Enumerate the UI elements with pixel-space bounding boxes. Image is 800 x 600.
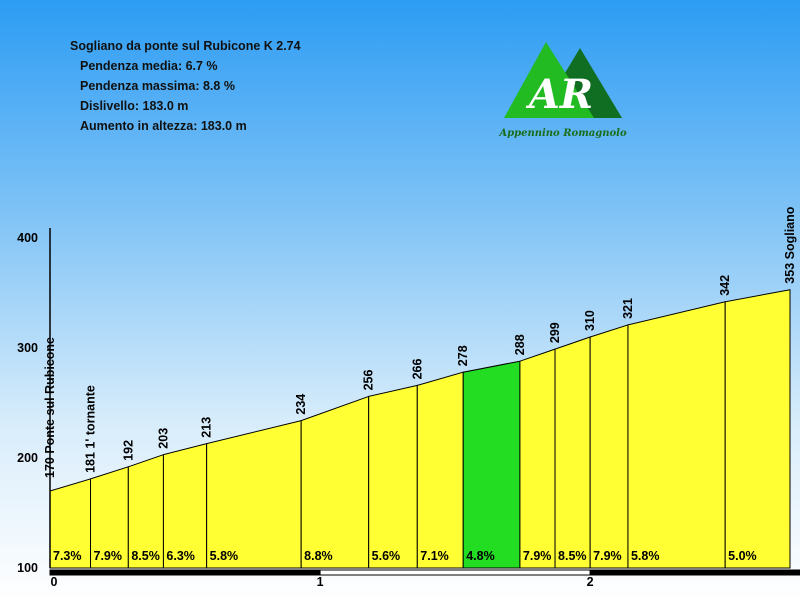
elevation-point-label: 299 xyxy=(548,322,562,343)
elevation-point-label: 342 xyxy=(718,275,732,296)
segment-gradient-label: 7.9% xyxy=(94,549,123,563)
profile-segment xyxy=(416,371,464,569)
profile-segment xyxy=(206,419,302,569)
elevation-point-label: 266 xyxy=(410,358,424,379)
logo-letters: AR xyxy=(525,71,593,118)
climb-title: Sogliano da ponte sul Rubicone K 2.74 xyxy=(70,39,301,53)
segment-gradient-label: 8.8% xyxy=(304,549,333,563)
segment-gradient-label: 8.5% xyxy=(131,549,160,563)
x-tick-label: 2 xyxy=(587,575,594,589)
elevation-point-label: 288 xyxy=(513,334,527,355)
profile-segment xyxy=(724,289,791,569)
segment-gradient-label: 4.8% xyxy=(466,549,495,563)
elevation-point-label: 278 xyxy=(456,345,470,366)
elevation-point-label: 203 xyxy=(156,428,170,449)
segment-gradient-label: 6.3% xyxy=(166,549,195,563)
elevation-point-label: 192 xyxy=(121,440,135,461)
logo-mountains-icon: AR xyxy=(504,42,622,118)
y-tick-label: 300 xyxy=(17,341,38,355)
elevation-point-label: 321 xyxy=(621,298,635,319)
stat-average-gradient: Pendenza media: 6.7 % xyxy=(80,59,218,73)
elevation-point-label: 234 xyxy=(294,394,308,415)
stat-max-gradient: Pendenza massima: 8.8 % xyxy=(80,79,235,93)
segment-gradient-label: 7.1% xyxy=(420,549,449,563)
x-scale-bar-segment xyxy=(319,569,591,576)
y-tick-label: 400 xyxy=(17,231,38,245)
profile-segment xyxy=(368,384,418,569)
segment-gradient-label: 8.5% xyxy=(558,549,587,563)
y-tick-label: 200 xyxy=(17,451,38,465)
elevation-point-label: 170 Ponte sul Rubicone xyxy=(43,337,57,478)
x-tick-label: 0 xyxy=(51,575,58,589)
segment-gradient-label: 5.8% xyxy=(631,549,660,563)
segment-gradient-label: 7.9% xyxy=(523,549,552,563)
segment-gradient-label: 7.3% xyxy=(53,549,82,563)
profile-segment xyxy=(462,360,521,569)
y-tick-label: 100 xyxy=(17,561,38,575)
profile-segment xyxy=(519,348,556,569)
segment-gradient-label: 5.6% xyxy=(372,549,401,563)
segment-gradient-label: 7.9% xyxy=(593,549,622,563)
elevation-point-label: 213 xyxy=(200,417,214,438)
stat-elevation-difference: Dislivello: 183.0 m xyxy=(80,99,189,113)
segment-gradient-label: 5.0% xyxy=(728,549,757,563)
x-tick-label: 1 xyxy=(317,575,324,589)
profile-segment xyxy=(300,395,370,569)
profile-segment xyxy=(627,301,726,569)
elevation-point-label: 353 Sogliano xyxy=(783,206,797,283)
elevation-point-label: 310 xyxy=(583,310,597,331)
segment-gradient-label: 5.8% xyxy=(210,549,239,563)
info-panel: Sogliano da ponte sul Rubicone K 2.74 Pe… xyxy=(70,36,301,136)
logo-caption: Appennino Romagnolo xyxy=(499,128,627,139)
stat-elevation-gain: Aumento in altezza: 183.0 m xyxy=(80,119,247,133)
x-scale-bar-segment xyxy=(589,569,800,576)
appennino-romagnolo-logo: AR Appennino Romagnolo xyxy=(498,40,628,150)
elevation-point-label: 181 1' tornante xyxy=(84,385,98,473)
profile-segment xyxy=(554,336,591,569)
x-scale-bar-segment xyxy=(49,569,321,576)
profile-segment xyxy=(589,324,629,569)
elevation-point-label: 256 xyxy=(362,369,376,390)
